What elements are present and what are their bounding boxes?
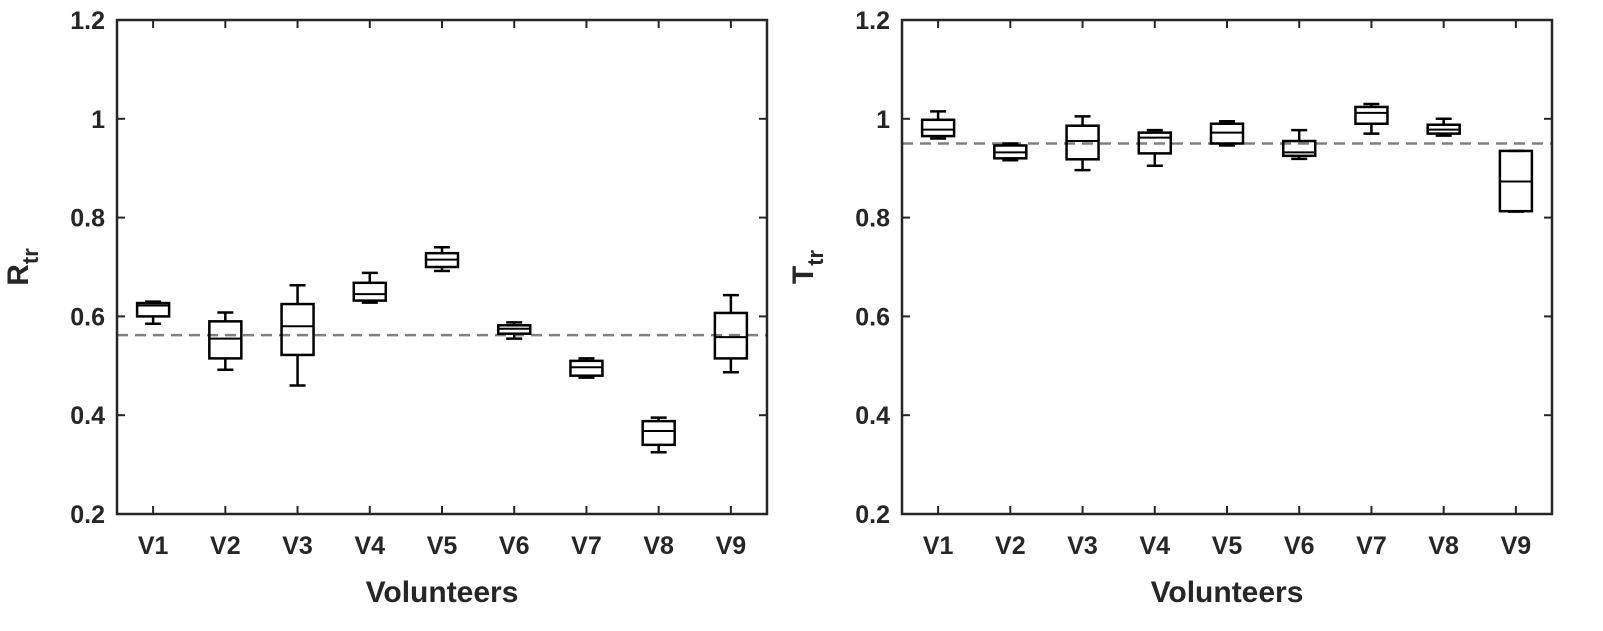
x-tick-label: V1	[138, 532, 169, 560]
box	[713, 311, 749, 360]
x-tick-label: V5	[427, 532, 458, 560]
y-axis-label-main: T	[787, 266, 820, 284]
y-tick-label: 0.2	[855, 501, 890, 529]
box	[208, 320, 243, 360]
x-tick-label: V4	[1139, 532, 1170, 560]
x-tick-label: V5	[1212, 532, 1243, 560]
y-tick-label: 0.4	[70, 402, 105, 430]
x-axis-label: Volunteers	[1151, 576, 1304, 609]
y-tick-label: 0.8	[855, 205, 890, 233]
plot-frame	[900, 18, 1554, 516]
x-tick-label: V4	[354, 532, 385, 560]
y-axis-label-main: R	[2, 264, 35, 286]
x-tick-label: V3	[282, 532, 313, 560]
x-tick-label: V2	[995, 532, 1026, 560]
box	[920, 118, 956, 138]
y-tick-label: 0.6	[70, 303, 105, 331]
box	[1065, 124, 1100, 161]
y-tick-label: 1	[91, 106, 105, 134]
y-tick-label: 1.2	[70, 7, 105, 35]
box	[352, 281, 388, 302]
x-tick-label: V7	[571, 532, 602, 560]
x-tick-label: V6	[1284, 532, 1315, 560]
y-tick-label: 0.4	[855, 402, 890, 430]
box	[1354, 105, 1389, 125]
x-tick-label: V3	[1067, 532, 1098, 560]
box	[1137, 131, 1173, 155]
y-axis-label: Ttr	[787, 249, 828, 284]
x-tick-label: V9	[1501, 532, 1532, 560]
box	[135, 301, 171, 318]
x-tick-label: V8	[643, 532, 674, 560]
x-tick-label: V1	[923, 532, 954, 560]
y-tick-label: 0.8	[70, 205, 105, 233]
box	[1281, 139, 1317, 158]
y-axis-label-subscript: tr	[803, 249, 828, 265]
box	[280, 302, 315, 357]
x-tick-label: V9	[716, 532, 747, 560]
x-tick-label: V8	[1428, 532, 1459, 560]
x-tick-label: V6	[499, 532, 530, 560]
x-tick-label: V2	[210, 532, 241, 560]
y-axis-label: Rtr	[2, 248, 43, 286]
y-axis-label-subscript: tr	[18, 248, 43, 264]
y-tick-label: 0.2	[70, 501, 105, 529]
box	[641, 419, 676, 447]
y-tick-label: 0.6	[855, 303, 890, 331]
x-tick-label: V7	[1356, 532, 1387, 560]
plot-frame	[115, 18, 769, 516]
y-tick-label: 1.2	[855, 7, 890, 35]
x-axis-label: Volunteers	[366, 576, 519, 609]
y-tick-label: 1	[876, 106, 890, 134]
